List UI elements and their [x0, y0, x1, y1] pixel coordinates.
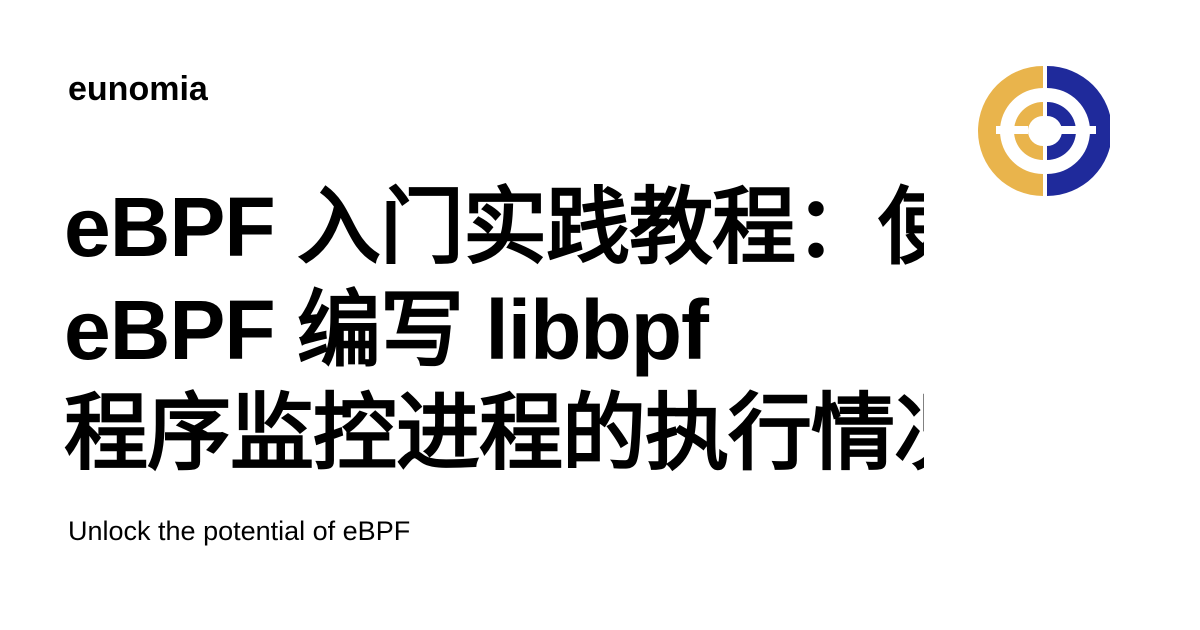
logo-inner-navy — [1047, 102, 1076, 160]
article-title: eBPF 入门实践教程：使用 libbpf eBPF 编写 libbpf 程序监… — [64, 176, 924, 485]
article-title-line-2: eBPF 编写 libbpf — [64, 283, 709, 377]
site-name: eunomia — [68, 70, 208, 108]
article-title-line-1: eBPF 入门实践教程：使用 libbpf — [64, 180, 924, 274]
article-title-line-3: 程序监控进程的执行情况 exec() 等 — [64, 386, 924, 480]
logo-gold-arc — [978, 66, 1043, 196]
eunomia-logo-icon — [978, 66, 1110, 196]
logo-navy-arc — [1047, 66, 1110, 196]
logo-inner-gold — [1014, 102, 1043, 160]
tagline: Unlock the potential of eBPF — [68, 516, 411, 546]
